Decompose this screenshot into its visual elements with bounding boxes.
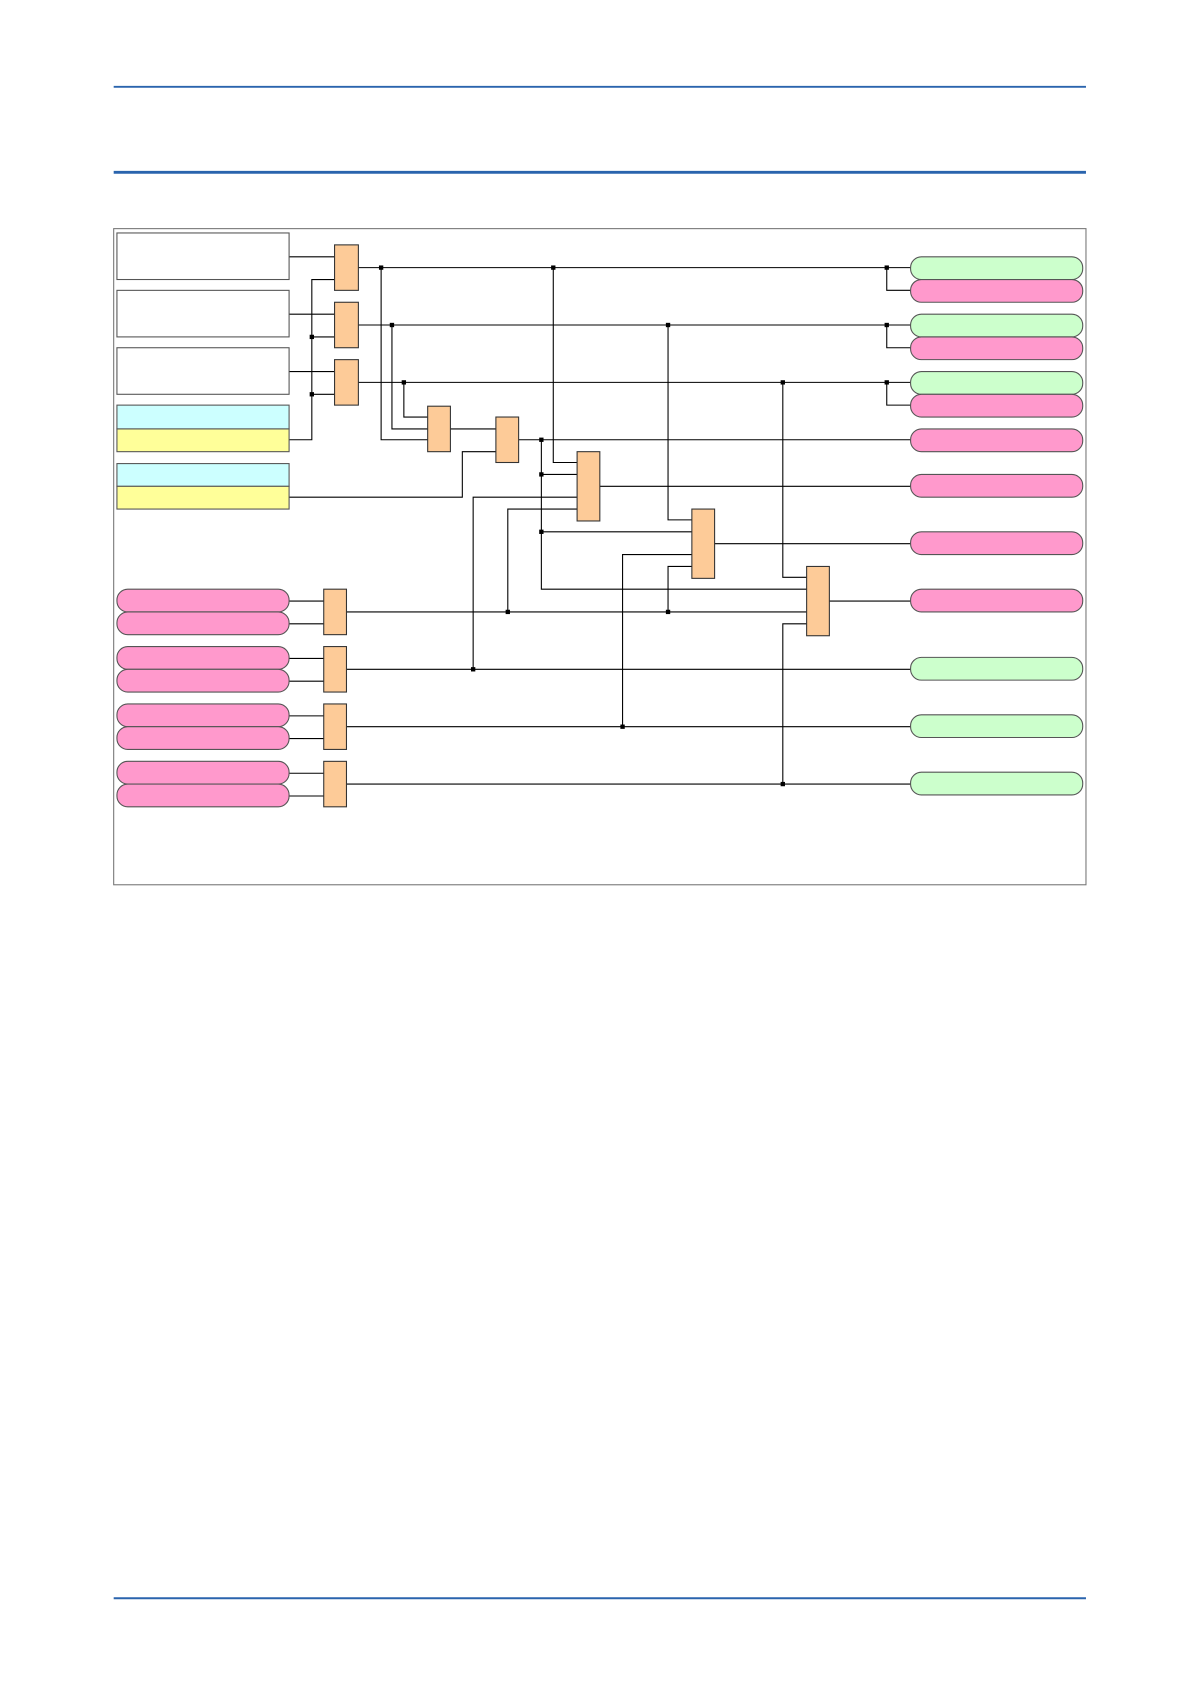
junction [505,609,510,615]
output-signal [910,428,1084,453]
output-signal [910,588,1084,613]
input-signal [116,611,290,636]
input-signal [116,783,290,808]
input-signal [116,703,290,728]
junction [539,472,544,477]
junction [884,322,889,328]
logic-gate [576,451,601,522]
output-signal [910,473,1084,498]
wires [289,256,911,797]
logic-gate [323,703,348,750]
junction [884,380,889,385]
setting-box [116,463,290,487]
output-signal [910,531,1084,556]
input-signal [116,668,290,693]
junction [551,265,556,270]
junction [309,392,314,397]
junction [539,529,544,534]
input-box [116,347,290,395]
wire [289,451,496,498]
output-signal [910,393,1084,418]
input-signal [116,646,290,670]
output-signal [910,371,1084,395]
logic-gate [495,416,520,464]
input-box [116,232,290,281]
shapes [116,232,1084,808]
wire [667,565,692,612]
input-signal [116,760,290,785]
logic-gate [323,588,348,636]
input-box [116,289,290,338]
junction [378,265,384,270]
junction [884,265,889,270]
wire [507,508,578,612]
logic-gate [323,646,348,693]
logic-gate [323,760,348,808]
junction [780,781,785,787]
output-signal [910,256,1084,281]
junction [665,609,671,615]
wire [403,382,428,418]
wire [782,382,807,578]
junction [620,724,625,729]
wire [289,278,335,441]
wire [886,267,911,291]
logic-gate [334,244,359,291]
wire [782,623,807,785]
wire [380,267,428,441]
diagram-frame [113,228,1087,886]
output-signal [910,278,1084,303]
output-signal [910,313,1084,338]
logic-gate [334,359,359,406]
logic-gate [691,508,716,579]
output-signal [910,656,1084,681]
wire [540,439,807,590]
junction [539,437,544,442]
wire [886,382,911,406]
wire [886,324,911,349]
wire [391,324,428,430]
logic-gate [806,565,830,637]
setting-box [116,485,290,510]
output-signal [910,771,1084,796]
setting-box [116,428,290,453]
logic-gate [334,301,359,349]
junction [470,667,476,672]
output-signal [910,714,1084,739]
logic-gate [427,405,451,453]
wire [667,324,692,521]
input-signal [116,588,290,613]
wire [552,267,578,464]
setting-box [116,404,290,430]
output-signal [910,336,1084,361]
input-signal [116,726,290,750]
junction [309,334,314,340]
